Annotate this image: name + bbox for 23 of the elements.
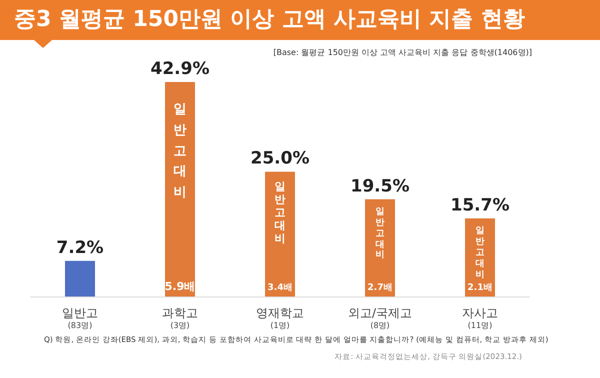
- data-label: 15.7%: [450, 195, 510, 216]
- chart-title: 중3 월평균 150만원 이상 고액 사교육비 지출 현황: [0, 0, 600, 40]
- x-tick-label: 외고/국제고 (8명): [348, 306, 412, 330]
- annotation: 2.7배: [368, 283, 392, 293]
- x-tick-label: 영재학교 (1명): [256, 306, 304, 330]
- data-label: 25.0%: [250, 148, 310, 169]
- data-label: 7.2%: [56, 238, 104, 258]
- annotation: 2.1배: [468, 283, 492, 293]
- data-label: 19.5%: [350, 176, 410, 196]
- annotation: 일반고 대비: [274, 180, 286, 246]
- annotation: 3.4배: [268, 283, 292, 293]
- bar: [65, 260, 95, 297]
- annotation: 일반고 대비: [374, 207, 386, 262]
- bar: [165, 82, 195, 297]
- data-label: 42.9%: [150, 59, 210, 79]
- bar: [265, 172, 295, 297]
- annotation: 일반고 대비: [474, 226, 486, 280]
- x-tick-label: 자사고 (11명): [462, 306, 498, 330]
- annotation: 5.9배: [164, 280, 196, 293]
- x-tick-label: 과학고 (3명): [162, 306, 198, 330]
- annotation: 일반고 대비: [172, 101, 188, 202]
- x-tick-label: 일반고 (83명): [62, 306, 98, 330]
- chart-subtitle: [Base: 월평균 150만원 이상 고액 사교육비 지출 응답 중학생(1406명)]: [273, 47, 532, 58]
